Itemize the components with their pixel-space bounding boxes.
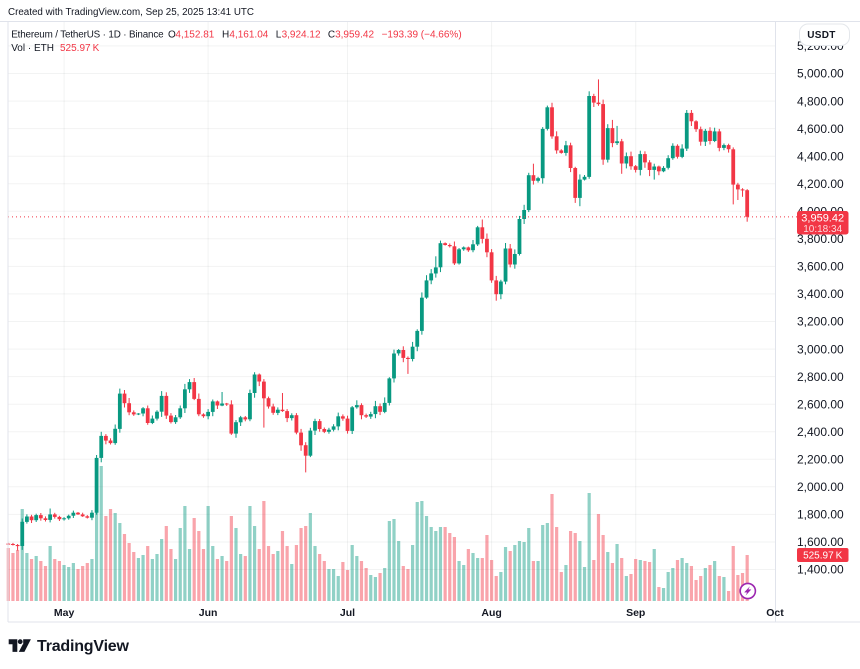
svg-text:1,600.00: 1,600.00 xyxy=(797,535,844,549)
svg-text:4,600.00: 4,600.00 xyxy=(797,122,844,136)
svg-text:May: May xyxy=(54,607,75,619)
svg-text:4,200.00: 4,200.00 xyxy=(797,177,844,191)
svg-text:O: O xyxy=(168,30,176,41)
svg-text:3,959.42: 3,959.42 xyxy=(801,213,844,225)
svg-text:USDT: USDT xyxy=(807,30,835,41)
svg-text:3,200.00: 3,200.00 xyxy=(797,315,844,329)
svg-text:2,200.00: 2,200.00 xyxy=(797,453,844,467)
svg-text:1,400.00: 1,400.00 xyxy=(797,563,844,577)
svg-text:1,800.00: 1,800.00 xyxy=(797,508,844,522)
svg-text:4,800.00: 4,800.00 xyxy=(797,94,844,108)
svg-text:5,000.00: 5,000.00 xyxy=(797,67,844,81)
svg-text:2,800.00: 2,800.00 xyxy=(797,370,844,384)
svg-text:Jun: Jun xyxy=(199,607,218,619)
svg-text:3,800.00: 3,800.00 xyxy=(797,232,844,246)
svg-text:Oct: Oct xyxy=(766,607,784,619)
svg-text:3,600.00: 3,600.00 xyxy=(797,260,844,274)
svg-text:L: L xyxy=(276,30,282,41)
svg-text:4,400.00: 4,400.00 xyxy=(797,149,844,163)
svg-text:C: C xyxy=(328,30,335,41)
svg-text:TradingView: TradingView xyxy=(37,638,130,655)
svg-text:3,000.00: 3,000.00 xyxy=(797,342,844,356)
svg-text:4,152.81: 4,152.81 xyxy=(175,30,214,41)
svg-text:525.97 K: 525.97 K xyxy=(803,551,843,562)
svg-text:10:18:34: 10:18:34 xyxy=(803,224,842,235)
svg-text:Created with TradingView.com,: Created with TradingView.com, Sep 25, 20… xyxy=(8,7,254,18)
svg-text:3,924.12: 3,924.12 xyxy=(282,30,321,41)
svg-text:Sep: Sep xyxy=(626,607,645,619)
svg-text:Jul: Jul xyxy=(340,607,355,619)
svg-text:2,600.00: 2,600.00 xyxy=(797,397,844,411)
svg-text:Vol · ETH: Vol · ETH xyxy=(11,43,54,54)
svg-text:2,000.00: 2,000.00 xyxy=(797,480,844,494)
svg-text:H: H xyxy=(222,30,229,41)
svg-text:3,400.00: 3,400.00 xyxy=(797,287,844,301)
svg-text:Ethereum / TetherUS · 1D · Bin: Ethereum / TetherUS · 1D · Binance xyxy=(11,30,164,41)
svg-text:Aug: Aug xyxy=(481,607,501,619)
svg-text:3,959.42: 3,959.42 xyxy=(335,30,374,41)
svg-text:525.97 K: 525.97 K xyxy=(60,43,100,54)
svg-text:4,161.04: 4,161.04 xyxy=(229,30,268,41)
svg-text:−193.39 (−4.66%): −193.39 (−4.66%) xyxy=(382,30,462,41)
svg-text:2,400.00: 2,400.00 xyxy=(797,425,844,439)
